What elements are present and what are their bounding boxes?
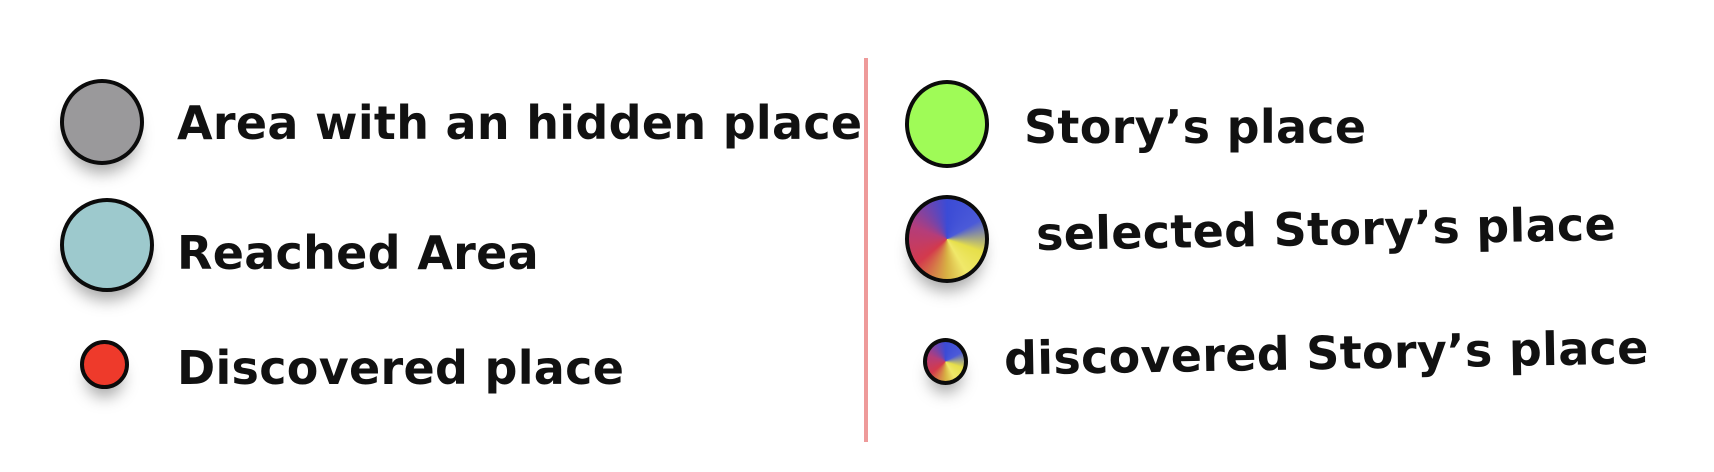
legend-label-hidden-area: Area with an hidden place [177, 96, 863, 150]
legend-label-reached-area: Reached Area [177, 226, 539, 280]
legend-label-story-place: Story’s place [1024, 100, 1367, 154]
legend-label-discovered-story-place: discovered Story’s place [1003, 320, 1650, 386]
column-divider [864, 58, 868, 442]
legend-label-selected-story-place: selected Story’s place [1035, 196, 1617, 262]
gray-circle-icon [60, 79, 144, 165]
green-circle-icon [905, 80, 989, 168]
multicolor-circle-icon [905, 195, 989, 283]
red-dot-icon [80, 340, 129, 389]
light-blue-circle-icon [60, 198, 154, 292]
small-multicolor-dot-icon [923, 338, 968, 385]
legend-label-discovered-place: Discovered place [177, 341, 625, 395]
